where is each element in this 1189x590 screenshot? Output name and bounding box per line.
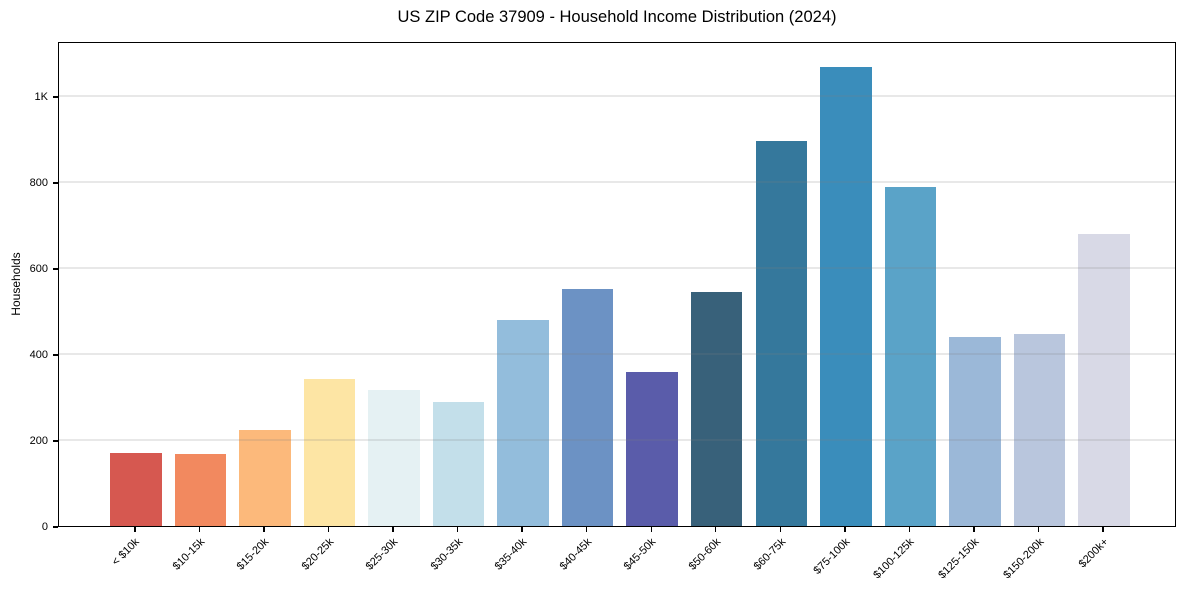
x-tick-mark xyxy=(521,527,523,532)
gridline xyxy=(59,353,1175,355)
x-tick-label: $50-60k xyxy=(686,536,724,573)
gridline xyxy=(59,181,1175,183)
x-tick-mark xyxy=(715,527,717,532)
gridline xyxy=(59,95,1175,97)
x-tick-mark xyxy=(779,527,781,532)
bar xyxy=(303,379,356,526)
x-tick-label: < $10k xyxy=(110,536,143,569)
x-tick-mark xyxy=(456,527,459,532)
gridline xyxy=(59,439,1175,441)
x-tick-label: $150-200k xyxy=(1000,536,1047,582)
x-tick-label: $200k+ xyxy=(1076,536,1111,571)
y-tick-label: 800 xyxy=(29,177,48,190)
y-tick-mark xyxy=(53,440,58,442)
bar xyxy=(626,372,678,526)
bar xyxy=(884,186,937,526)
bar xyxy=(239,429,291,526)
x-tick-label: $30-35k xyxy=(428,536,466,573)
x-tick-mark xyxy=(134,527,136,532)
bar xyxy=(174,453,227,526)
x-tick-mark xyxy=(585,527,588,532)
chart-title: US ZIP Code 37909 - Household Income Dis… xyxy=(397,8,837,26)
x-tick-label: $15-20k xyxy=(234,536,272,573)
x-tick-mark xyxy=(198,527,201,532)
x-tick-label: $20-25k xyxy=(299,536,336,573)
bar xyxy=(755,141,808,526)
bar xyxy=(1013,333,1066,526)
gridline xyxy=(59,267,1175,269)
x-tick-mark xyxy=(263,527,265,532)
bar xyxy=(690,292,743,526)
bar xyxy=(110,452,162,526)
x-tick-label: $75-100k xyxy=(811,536,853,577)
bar xyxy=(820,66,872,526)
y-tick-mark xyxy=(53,526,58,528)
x-tick-mark xyxy=(1102,527,1104,532)
y-tick-label: 0 xyxy=(41,521,48,533)
x-tick-label: $45-50k xyxy=(622,536,659,573)
x-tick-mark xyxy=(1037,527,1040,532)
x-tick-label: $10-15k xyxy=(170,536,207,573)
bar xyxy=(368,390,420,526)
plot-area xyxy=(58,42,1176,527)
bar xyxy=(432,401,485,526)
x-tick-mark xyxy=(650,527,652,532)
x-tick-mark xyxy=(908,527,911,532)
bar xyxy=(1078,233,1130,526)
x-tick-label: $40-45k xyxy=(557,536,595,573)
x-tick-label: $35-40k xyxy=(493,536,530,573)
x-tick-label: $60-75k xyxy=(751,536,788,573)
x-tick-mark xyxy=(327,527,330,532)
y-tick-label: 400 xyxy=(29,349,48,361)
y-tick-label: 200 xyxy=(29,435,48,447)
bar xyxy=(561,288,614,526)
x-tick-label: $25-30k xyxy=(363,536,401,573)
x-tick-mark xyxy=(973,527,975,532)
y-tick-mark xyxy=(53,354,58,356)
x-tick-label: $125-150k xyxy=(936,536,982,582)
y-tick-label: 600 xyxy=(29,263,48,276)
x-tick-mark xyxy=(392,527,394,532)
x-tick-mark xyxy=(844,527,846,532)
bar xyxy=(949,336,1001,526)
bar xyxy=(497,319,549,526)
y-tick-label: 1K xyxy=(34,91,48,104)
x-tick-label: $100-125k xyxy=(871,536,917,582)
y-tick-mark xyxy=(53,268,58,270)
y-tick-mark xyxy=(53,182,58,184)
y-tick-mark xyxy=(53,96,58,98)
